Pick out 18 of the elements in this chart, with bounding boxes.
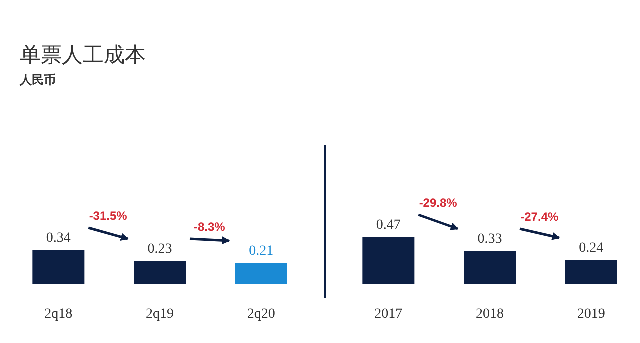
chart-title: 单票人工成本 xyxy=(20,44,146,67)
x-tick-label: 2q18 xyxy=(44,307,73,322)
chart-subtitle: 人民币 xyxy=(19,73,56,87)
text: -8.3% xyxy=(194,220,226,234)
x-tick-label: 2q19 xyxy=(146,307,174,322)
data-label: 0.21 xyxy=(249,244,274,259)
data-label: 0.33 xyxy=(478,232,502,247)
text: -31.5% xyxy=(89,209,128,223)
text: -27.4% xyxy=(520,210,560,224)
x-tick-label: 2019 xyxy=(577,307,606,322)
data-label: 0.47 xyxy=(376,218,401,233)
data-label: 0.24 xyxy=(579,241,604,256)
data-label: 0.34 xyxy=(46,231,71,246)
x-tick-label: 2017 xyxy=(374,307,403,322)
text: -29.8% xyxy=(419,196,458,210)
x-tick-label: 2q20 xyxy=(247,307,276,322)
x-tick-label: 2018 xyxy=(476,307,504,322)
data-label: 0.23 xyxy=(148,242,172,257)
